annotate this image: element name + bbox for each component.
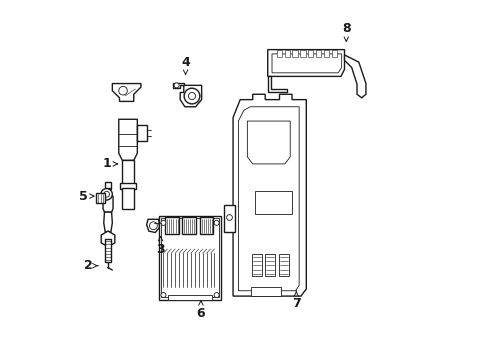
Text: 8: 8 <box>341 22 350 41</box>
Bar <box>200 217 213 234</box>
Bar <box>276 50 282 58</box>
Bar <box>159 216 221 300</box>
Bar <box>137 125 147 141</box>
Bar <box>122 188 134 208</box>
Text: 6: 6 <box>196 301 205 320</box>
Bar <box>167 296 212 300</box>
Text: 3: 3 <box>156 237 164 256</box>
Circle shape <box>214 220 219 225</box>
Bar <box>120 183 136 189</box>
Polygon shape <box>101 231 115 247</box>
Bar <box>284 50 289 58</box>
Bar <box>307 50 313 58</box>
Bar <box>278 254 288 276</box>
Bar <box>224 205 234 232</box>
Bar <box>105 182 111 189</box>
Bar <box>165 217 179 234</box>
Circle shape <box>101 189 112 200</box>
Text: 7: 7 <box>291 291 300 310</box>
Text: 5: 5 <box>79 190 94 203</box>
Polygon shape <box>173 83 183 88</box>
Circle shape <box>174 83 179 88</box>
Polygon shape <box>159 219 172 233</box>
Polygon shape <box>119 119 137 160</box>
Polygon shape <box>247 121 290 164</box>
Polygon shape <box>267 76 287 93</box>
Polygon shape <box>238 107 299 291</box>
Polygon shape <box>233 94 305 296</box>
Polygon shape <box>103 212 112 232</box>
Polygon shape <box>344 55 365 98</box>
Circle shape <box>161 220 165 225</box>
Bar <box>122 160 134 184</box>
Text: 4: 4 <box>181 55 189 75</box>
Polygon shape <box>103 196 113 212</box>
Bar <box>106 188 110 196</box>
Circle shape <box>149 222 157 230</box>
Circle shape <box>162 222 170 230</box>
Text: 1: 1 <box>102 157 117 170</box>
Bar <box>292 50 297 58</box>
Circle shape <box>119 86 127 95</box>
Bar <box>331 50 336 58</box>
Bar <box>315 50 321 58</box>
Circle shape <box>184 88 200 104</box>
Bar <box>264 254 275 276</box>
Circle shape <box>226 215 232 220</box>
Circle shape <box>188 93 195 100</box>
Text: 2: 2 <box>83 259 98 272</box>
Bar <box>182 217 195 234</box>
Bar <box>254 191 291 214</box>
Polygon shape <box>112 84 141 102</box>
Circle shape <box>161 293 165 297</box>
Bar <box>161 218 218 297</box>
Bar <box>96 193 104 203</box>
Circle shape <box>214 293 219 297</box>
Polygon shape <box>271 54 341 73</box>
Bar <box>250 287 281 296</box>
Polygon shape <box>146 219 159 233</box>
Polygon shape <box>180 85 201 107</box>
Bar <box>300 50 305 58</box>
Bar <box>251 254 261 276</box>
Polygon shape <box>267 50 344 76</box>
Bar <box>323 50 328 58</box>
Bar <box>105 239 111 262</box>
Circle shape <box>103 192 109 197</box>
